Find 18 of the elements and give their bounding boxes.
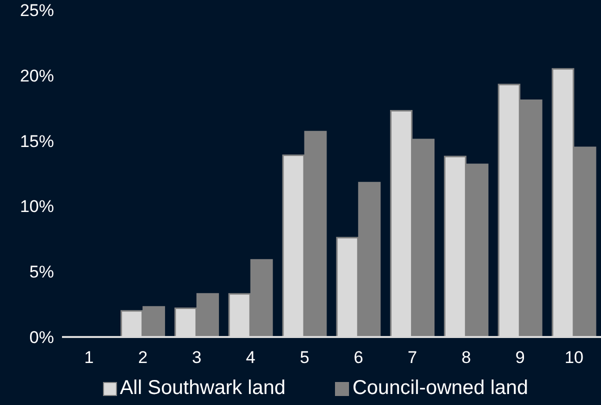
y-tick-label: 25% <box>20 1 54 20</box>
legend-label: Council-owned land <box>352 377 528 400</box>
x-tick-label: 9 <box>515 348 525 368</box>
y-tick-label: 0% <box>29 328 54 348</box>
y-tick-label: 10% <box>20 197 54 216</box>
x-tick-label: 1 <box>84 348 94 368</box>
x-tick-label: 6 <box>354 348 364 368</box>
x-tick-label: 7 <box>408 348 418 368</box>
x-tick-label: 2 <box>138 348 148 368</box>
x-tick-label: 8 <box>462 348 471 368</box>
y-tick-label: 15% <box>20 132 54 151</box>
y-tick-label: 5% <box>29 262 54 282</box>
x-tick-label: 3 <box>192 348 202 368</box>
x-tick-label: 4 <box>246 348 256 368</box>
x-tick-label: 10 <box>564 348 584 368</box>
legend-label: All Southwark land <box>120 377 286 400</box>
x-tick-label: 5 <box>300 348 310 368</box>
y-tick-label: 20% <box>20 66 54 86</box>
